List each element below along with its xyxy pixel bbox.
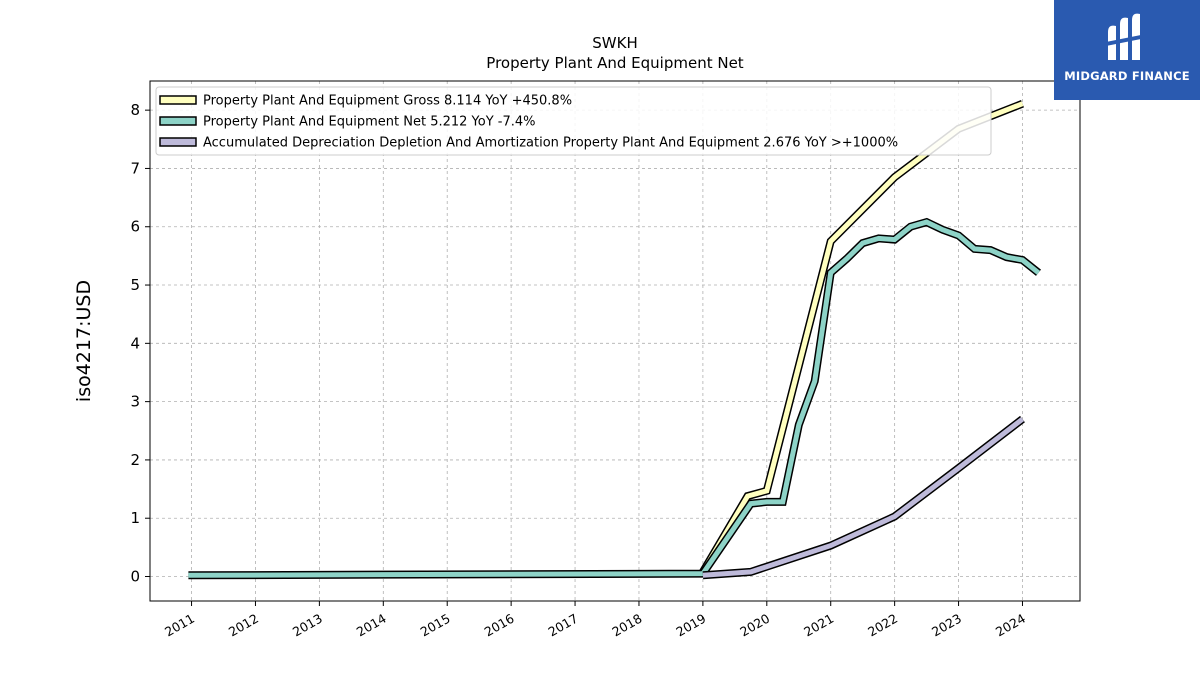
y-axis-label: iso4217:USD xyxy=(73,280,95,402)
x-tick-label: 2019 xyxy=(673,611,708,640)
legend: Property Plant And Equipment Gross 8.114… xyxy=(155,86,992,156)
midgard-logo-icon xyxy=(1106,13,1146,61)
y-tick-label: 8 xyxy=(130,101,140,119)
y-tick-label: 0 xyxy=(130,568,140,586)
y-tick-label: 6 xyxy=(130,218,140,236)
grid-lines xyxy=(150,81,1080,601)
chart-title: SWKH xyxy=(592,34,637,52)
x-tick-label: 2012 xyxy=(226,611,261,640)
x-tick-label: 2023 xyxy=(929,611,964,640)
legend-swatch xyxy=(159,137,197,147)
y-tick-label: 2 xyxy=(130,451,140,469)
x-tick-label: 2011 xyxy=(162,611,197,640)
x-tick-label: 2016 xyxy=(482,611,517,640)
y-tick-label: 7 xyxy=(130,159,140,177)
y-tick-label: 1 xyxy=(130,509,140,527)
legend-swatch xyxy=(159,116,197,126)
series-lines xyxy=(188,99,1041,580)
x-tick-label: 2021 xyxy=(801,611,836,640)
x-tick-label: 2015 xyxy=(418,611,453,640)
y-tick-label: 3 xyxy=(130,393,140,411)
y-tick-label: 5 xyxy=(130,276,140,294)
x-tick-label: 2017 xyxy=(546,611,581,640)
y-tick-label: 4 xyxy=(130,334,140,352)
legend-box xyxy=(155,86,992,156)
x-tick-label: 2014 xyxy=(354,611,389,640)
legend-label: Accumulated Depreciation Depletion And A… xyxy=(203,136,898,151)
legend-label: Property Plant And Equipment Gross 8.114… xyxy=(203,94,572,109)
series-line xyxy=(188,219,1041,578)
legend-label: Property Plant And Equipment Net 5.212 Y… xyxy=(203,115,536,130)
x-tick-label: 2018 xyxy=(609,611,644,640)
series-line xyxy=(702,417,1025,578)
x-tick-label: 2013 xyxy=(290,611,325,640)
x-tick-label: 2020 xyxy=(737,611,772,640)
brand-logo: MIDGARD FINANCE xyxy=(1054,0,1200,100)
x-tick-label: 2024 xyxy=(993,611,1028,640)
legend-swatch xyxy=(159,95,197,105)
x-tick-label: 2022 xyxy=(865,611,900,640)
series-line-outline xyxy=(188,217,1041,580)
brand-name: MIDGARD FINANCE xyxy=(1064,69,1190,83)
chart-subtitle: Property Plant And Equipment Net xyxy=(486,54,743,72)
plot-frame xyxy=(149,80,1081,602)
